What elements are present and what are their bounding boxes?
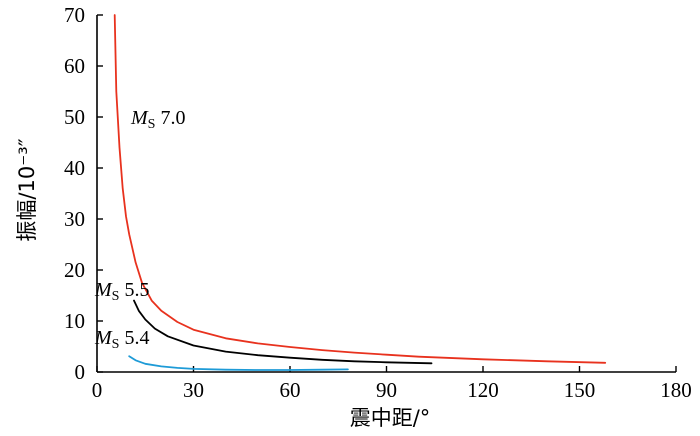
x-tick-label: 0 (92, 378, 103, 402)
x-ticks: 0 30 60 90 120 150 180 (92, 366, 692, 402)
x-axis-title: 震中距/° (350, 406, 431, 430)
series-line-1 (133, 299, 433, 365)
series-label-1: MS 5.5 (94, 279, 149, 304)
x-tick-label: 180 (660, 378, 692, 402)
y-tick-label: 20 (64, 258, 85, 282)
y-tick-label: 60 (64, 54, 85, 78)
series-label-2: MS 5.4 (94, 327, 149, 352)
x-tick-label: 30 (183, 378, 204, 402)
x-tick-label: 60 (280, 378, 301, 402)
y-tick-label: 30 (64, 207, 85, 231)
series-label-0: MS 7.0 (130, 107, 185, 132)
series-line-0 (113, 14, 607, 364)
y-tick-label: 0 (75, 360, 86, 384)
x-tick-label: 120 (467, 378, 499, 402)
series-lines (113, 14, 607, 371)
y-axis-title: 振幅/10⁻³″ (15, 138, 39, 241)
y-tick-label: 40 (64, 156, 85, 180)
series-line-2 (128, 355, 349, 371)
series-labels: MS 7.0 MS 5.5 MS 5.4 (94, 107, 185, 352)
y-tick-label: 50 (64, 105, 85, 129)
x-tick-label: 150 (564, 378, 596, 402)
y-tick-label: 10 (64, 309, 85, 333)
x-tick-label: 90 (376, 378, 397, 402)
axes (96, 15, 676, 373)
y-tick-label: 70 (64, 3, 85, 27)
y-ticks: 0 10 20 30 40 50 60 70 (64, 3, 103, 384)
